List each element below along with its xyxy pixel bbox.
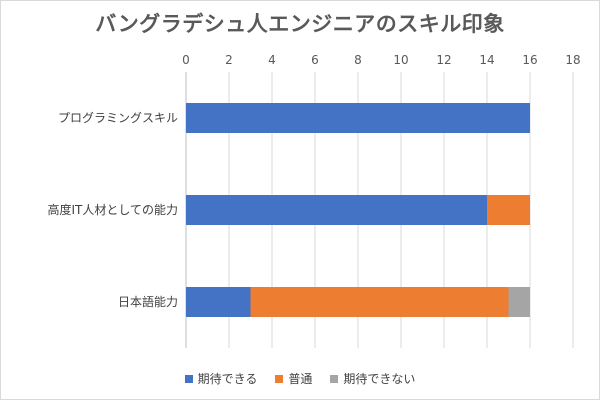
bar-2-series-2 <box>508 287 530 317</box>
chart-legend: 期待できる 普通 期待できない <box>0 370 600 387</box>
legend-swatch-expected <box>184 374 193 383</box>
x-tick-label-10: 10 <box>393 53 408 67</box>
x-tick-label-12: 12 <box>436 53 451 67</box>
legend-swatch-not-expected <box>330 374 339 383</box>
bar-2-series-0 <box>186 287 251 317</box>
x-tick-label-0: 0 <box>182 53 190 67</box>
x-tick-label-16: 16 <box>522 53 537 67</box>
legend-swatch-normal <box>275 374 284 383</box>
x-tick-label-6: 6 <box>311 53 319 67</box>
bar-1-series-1 <box>487 195 530 225</box>
legend-label-not-expected: 期待できない <box>343 372 416 386</box>
legend-label-expected: 期待できる <box>197 372 258 386</box>
bar-2-series-1 <box>250 287 509 317</box>
category-label-2: 日本語能力 <box>118 294 178 309</box>
chart-title: バングラデシュ人エンジニアのスキル印象 <box>95 12 505 36</box>
legend-item-normal: 普通 <box>275 370 312 387</box>
category-label-1: 高度IT人材としての能力 <box>47 202 178 217</box>
x-tick-label-18: 18 <box>565 53 580 67</box>
legend-item-expected: 期待できる <box>184 370 258 387</box>
category-label-0: プログラミングスキル <box>58 111 178 125</box>
legend-item-not-expected: 期待できない <box>330 370 415 387</box>
x-tick-label-14: 14 <box>479 53 494 67</box>
legend-label-normal: 普通 <box>288 372 313 386</box>
x-tick-label-2: 2 <box>225 53 233 67</box>
bar-1-series-0 <box>186 195 487 225</box>
bar-0-series-0 <box>186 103 530 133</box>
x-tick-label-8: 8 <box>354 53 362 67</box>
x-tick-label-4: 4 <box>268 53 276 67</box>
